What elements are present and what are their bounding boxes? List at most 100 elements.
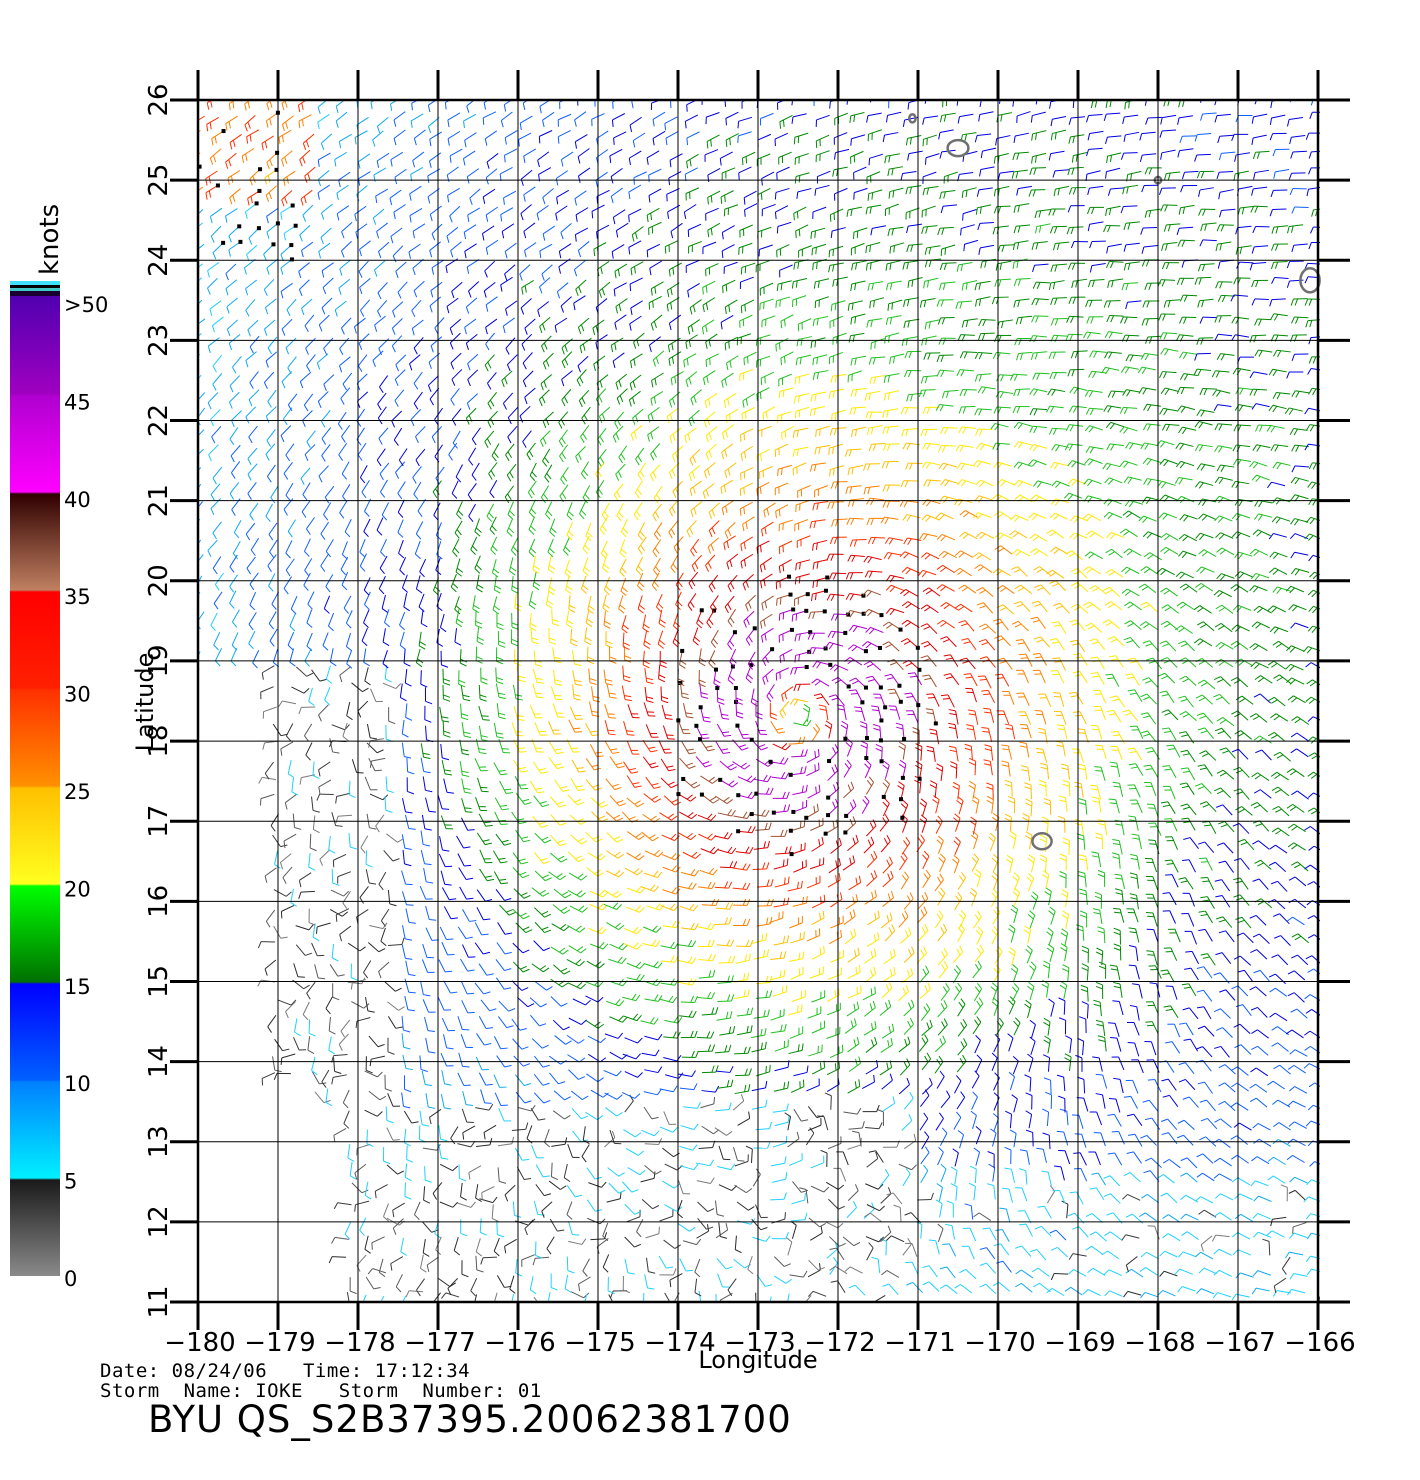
wind-barb (357, 700, 369, 718)
wind-barb (300, 467, 311, 485)
wind-barb (298, 706, 316, 715)
wind-barb (1052, 241, 1070, 251)
wind-barb (468, 281, 480, 298)
wind-barb (826, 781, 840, 800)
wind-barb (717, 1079, 734, 1089)
wind-barb (740, 262, 756, 275)
wind-barb (750, 688, 759, 707)
wind-barb (1164, 818, 1178, 832)
wind-barb (610, 1290, 628, 1298)
wind-barb (956, 1091, 966, 1110)
wind-barb (1046, 529, 1064, 539)
wind-barb (1233, 1122, 1252, 1131)
wind-barb (1067, 205, 1085, 213)
wind-barb (770, 969, 786, 981)
y-tick-label: 13 (144, 1125, 174, 1158)
wind-barb (460, 1182, 467, 1201)
wind-barb (511, 1018, 527, 1031)
wind-barb (1127, 747, 1142, 761)
wind-barb (417, 498, 426, 517)
wind-barb (225, 152, 237, 169)
wind-barb (449, 318, 462, 336)
wind-barb (1199, 857, 1213, 871)
wind-barb (679, 903, 699, 912)
wind-barb (775, 846, 792, 855)
wind-barb (714, 1127, 733, 1136)
wind-barb (356, 373, 368, 391)
wind-barb (833, 132, 848, 145)
colorbar-label: 40 (64, 488, 91, 512)
wind-barb (888, 705, 901, 720)
wind-barb (725, 133, 739, 147)
wind-barb (539, 277, 551, 294)
wind-barb (1139, 131, 1156, 141)
wind-barb (590, 797, 609, 808)
wind-barb (287, 393, 298, 412)
wind-barb (882, 132, 899, 143)
wind-barb (605, 1107, 623, 1117)
wind-barb (303, 393, 314, 412)
wind-barb (198, 299, 203, 305)
wind-barb (847, 370, 862, 383)
wind-barb (1069, 619, 1086, 632)
wind-barb (301, 500, 311, 518)
wind-barb (1121, 588, 1140, 597)
wind-barb (770, 1023, 787, 1034)
wind-barb (1101, 366, 1120, 375)
wind-barb (1254, 349, 1273, 357)
wind-barb (410, 409, 422, 427)
wind-barb (721, 167, 736, 180)
wind-barb (646, 243, 661, 258)
wind-barb (475, 1238, 483, 1257)
wind-barb (531, 1144, 544, 1159)
wind-barb (646, 1257, 656, 1274)
wind-barb (845, 894, 859, 910)
wind-barb (498, 1136, 515, 1147)
wind-barb (1102, 586, 1121, 598)
wind-barb (1181, 983, 1197, 997)
wind-barb (828, 572, 847, 580)
wind-barb (778, 519, 794, 532)
wind-barb (211, 425, 222, 444)
wind-barb (325, 665, 333, 684)
wind-barb (540, 374, 552, 391)
wind-barb (940, 479, 959, 487)
wind-barb (698, 669, 706, 688)
wind-barb (670, 222, 683, 239)
wind-barb (1176, 495, 1195, 504)
wind-barb (1007, 1033, 1014, 1052)
wind-barb (265, 298, 277, 315)
wind-barb (524, 1218, 536, 1236)
wind-barb (338, 278, 351, 295)
wind-barb (286, 298, 297, 317)
wind-barb (1287, 1288, 1306, 1296)
wind-barb (793, 719, 812, 727)
wind-barb (446, 226, 459, 243)
wind-barb (304, 314, 315, 333)
wind-barb (321, 1069, 330, 1088)
wind-barb (285, 558, 295, 577)
wind-barb (520, 298, 532, 315)
wind-barb (665, 130, 679, 146)
wind-barb (359, 886, 369, 904)
wind-barb (956, 100, 959, 106)
wind-barb (973, 512, 992, 520)
wind-barb (760, 613, 773, 629)
wind-barb (1195, 582, 1214, 592)
wind-barb (281, 371, 293, 389)
wind-barb (507, 407, 519, 425)
wind-barb (738, 242, 753, 255)
wind-barb (1014, 338, 1032, 346)
wind-barb (1012, 1056, 1019, 1075)
wind-barb (1142, 300, 1160, 308)
wind-barb (920, 623, 938, 635)
wind-barb (1178, 351, 1197, 359)
wind-barb (708, 574, 719, 593)
wind-barb (1140, 226, 1157, 235)
wind-barb (885, 584, 905, 593)
wind-barb (992, 493, 1011, 502)
wind-barb (1103, 1269, 1122, 1277)
wind-barb (739, 224, 753, 238)
wind-barb (987, 1151, 995, 1169)
wind-barb (1269, 132, 1287, 141)
